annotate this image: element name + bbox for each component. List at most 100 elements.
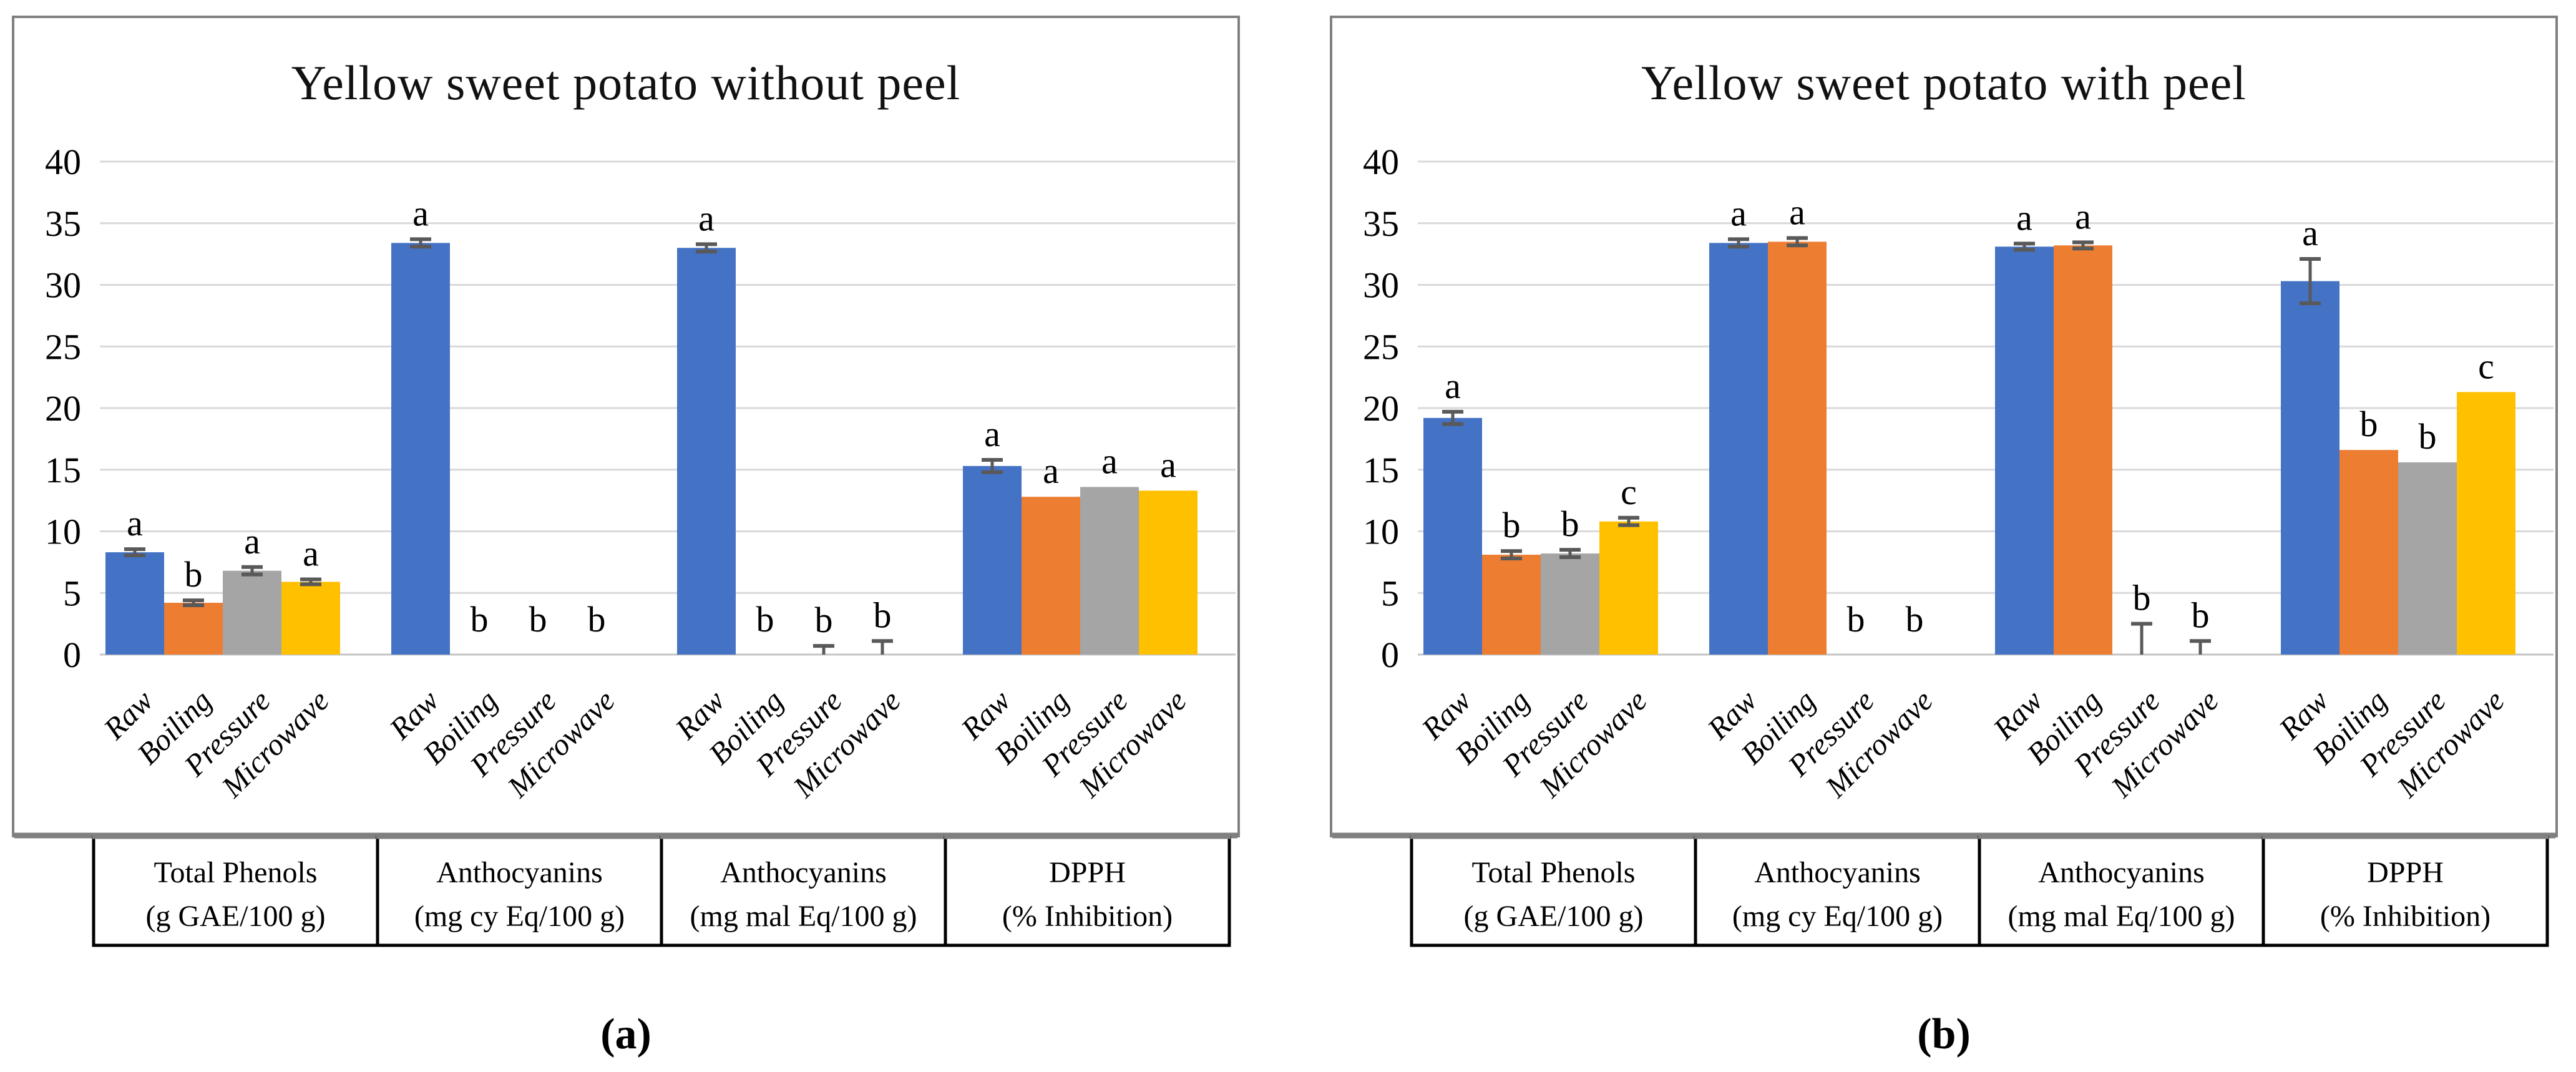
category-box-dpph <box>944 836 1231 947</box>
category-label-line2: (g GAE/100 g) <box>1464 900 1644 933</box>
sig-letter-raw-anthocyanins: a <box>2016 197 2032 238</box>
ytick-label: 0 <box>1381 635 1399 675</box>
category-label-line2: (g GAE/100 g) <box>146 900 326 933</box>
bar-pressure-dpph <box>2398 462 2457 655</box>
ytick-label: 35 <box>45 203 81 244</box>
sig-letter-raw-total-phenols: a <box>1445 366 1461 406</box>
bar-raw-anthocyanins <box>391 243 450 655</box>
ytick-label: 15 <box>1363 450 1399 490</box>
category-label-line1: Anthocyanins <box>720 856 887 889</box>
category-label-line1: DPPH <box>1049 856 1126 889</box>
sig-letter-microwave-anthocyanins: b <box>588 599 606 640</box>
ytick-label: 10 <box>1363 512 1399 552</box>
bar-raw-total-phenols <box>105 552 164 655</box>
sig-letter-raw-dpph: a <box>984 414 1000 454</box>
chart-a-title: Yellow sweet potato without peel <box>291 56 961 110</box>
ytick-label: 30 <box>1363 265 1399 306</box>
category-label-line1: Total Phenols <box>1472 856 1636 889</box>
category-label-line2: (% Inhibition) <box>2320 900 2491 933</box>
ytick-label: 10 <box>45 512 81 552</box>
sig-letter-raw-total-phenols: a <box>127 503 143 543</box>
bar-microwave-total-phenols <box>1599 521 1658 655</box>
ytick-label: 25 <box>1363 326 1399 367</box>
sig-letter-pressure-anthocyanins: b <box>529 599 547 640</box>
sig-letter-raw-anthocyanins: a <box>698 198 715 238</box>
category-box-total-phenols <box>92 836 379 947</box>
sig-letter-pressure-anthocyanins: b <box>1847 599 1865 640</box>
category-label-line2: (mg mal Eq/100 g) <box>2008 900 2235 933</box>
chart-panel-b: 0510152025303540aRawbBoilingbPressurecMi… <box>1330 16 2558 947</box>
sig-letter-pressure-dpph: b <box>2419 416 2437 457</box>
category-label-line2: (% Inhibition) <box>1002 900 1173 933</box>
bar-raw-anthocyanins <box>1709 243 1768 655</box>
sig-letter-pressure-anthocyanins: b <box>2133 578 2151 618</box>
category-label-line1: Anthocyanins <box>1754 856 1921 889</box>
chart-b-caption: (b) <box>1917 1010 1971 1058</box>
sig-letter-microwave-anthocyanins: b <box>2192 595 2210 635</box>
bar-pressure-total-phenols <box>1541 553 1599 655</box>
ytick-label: 30 <box>45 265 81 306</box>
bar-raw-anthocyanins <box>1995 246 2054 655</box>
category-box-anthocyanins <box>1978 836 2265 947</box>
sig-letter-raw-anthocyanins: a <box>1730 193 1747 233</box>
chart-b-title: Yellow sweet potato with peel <box>1641 56 2247 110</box>
ytick-label: 20 <box>45 388 81 429</box>
sig-letter-boiling-dpph: a <box>1043 451 1059 491</box>
ytick-label: 5 <box>63 573 81 613</box>
bar-raw-dpph <box>2281 281 2339 655</box>
category-label-line1: DPPH <box>2367 856 2444 889</box>
sig-letter-microwave-total-phenols: c <box>1621 472 1637 512</box>
category-label-line2: (mg cy Eq/100 g) <box>1732 900 1943 933</box>
bar-boiling-dpph <box>1022 497 1080 655</box>
bar-raw-anthocyanins <box>677 248 736 655</box>
category-label-line1: Anthocyanins <box>2038 856 2205 889</box>
chart-a-caption: (a) <box>600 1010 651 1058</box>
chart-panel-a: 0510152025303540aRawbBoilingaPressureaMi… <box>12 16 1240 947</box>
ytick-label: 0 <box>63 635 81 675</box>
sig-letter-boiling-dpph: b <box>2360 404 2378 444</box>
bar-raw-total-phenols <box>1423 417 1482 655</box>
sig-letter-boiling-total-phenols: b <box>185 554 203 595</box>
sig-letter-microwave-anthocyanins: b <box>874 595 892 635</box>
sig-letter-microwave-total-phenols: a <box>303 534 319 574</box>
category-box-anthocyanins <box>660 836 947 947</box>
sig-letter-pressure-anthocyanins: b <box>815 600 833 640</box>
bar-boiling-anthocyanins <box>1768 241 1827 655</box>
bar-microwave-dpph <box>1139 490 1198 655</box>
sig-letter-boiling-anthocyanins: a <box>2075 196 2091 236</box>
bar-boiling-total-phenols <box>164 603 223 655</box>
ytick-label: 5 <box>1381 573 1399 613</box>
ytick-label: 25 <box>45 326 81 367</box>
sig-letter-pressure-total-phenols: a <box>244 521 260 562</box>
sig-letter-boiling-anthocyanins: b <box>756 599 774 640</box>
ytick-label: 20 <box>1363 388 1399 429</box>
sig-letter-microwave-anthocyanins: b <box>1906 599 1924 640</box>
category-label-line2: (mg mal Eq/100 g) <box>690 900 917 933</box>
bar-microwave-total-phenols <box>281 582 340 655</box>
ytick-label: 15 <box>45 450 81 490</box>
category-label-line1: Total Phenols <box>154 856 318 889</box>
sig-letter-boiling-total-phenols: b <box>1503 505 1521 545</box>
category-label-line2: (mg cy Eq/100 g) <box>414 900 625 933</box>
sig-letter-boiling-anthocyanins: b <box>471 599 489 640</box>
bar-boiling-anthocyanins <box>2054 245 2112 655</box>
sig-letter-microwave-dpph: a <box>1160 444 1176 485</box>
bar-raw-dpph <box>963 465 1022 655</box>
sig-letter-raw-dpph: a <box>2302 213 2318 253</box>
ytick-label: 35 <box>1363 203 1399 244</box>
sig-letter-microwave-dpph: c <box>2478 346 2494 386</box>
ytick-label: 40 <box>45 142 81 182</box>
sig-letter-boiling-anthocyanins: a <box>1789 192 1805 232</box>
bar-pressure-total-phenols <box>223 570 281 655</box>
bar-microwave-dpph <box>2457 392 2515 655</box>
ytick-label: 40 <box>1363 142 1399 182</box>
category-label-line1: Anthocyanins <box>436 856 603 889</box>
bar-boiling-dpph <box>2339 450 2398 655</box>
sig-letter-pressure-dpph: a <box>1101 441 1118 481</box>
category-box-dpph <box>2261 836 2549 947</box>
sig-letter-pressure-total-phenols: b <box>1561 504 1579 544</box>
bar-boiling-total-phenols <box>1482 555 1541 655</box>
sig-letter-raw-anthocyanins: a <box>412 193 429 233</box>
